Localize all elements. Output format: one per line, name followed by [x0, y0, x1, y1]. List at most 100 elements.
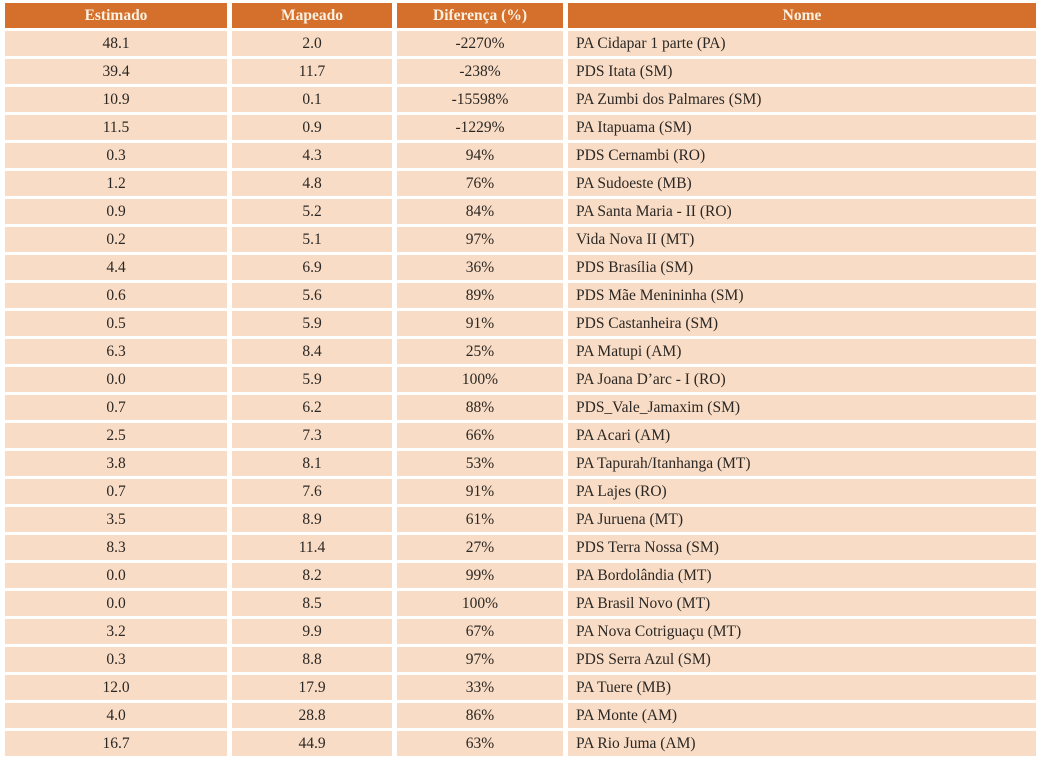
cell-nome: PA Monte (AM)	[568, 703, 1036, 728]
cell-nome: PA Matupi (AM)	[568, 339, 1036, 364]
cell-estimado: 3.5	[5, 507, 227, 532]
table-row: 3.5 8.9 61% PA Juruena (MT)	[5, 507, 1036, 532]
cell-estimado: 0.0	[5, 367, 227, 392]
cell-estimado: 10.9	[5, 87, 227, 112]
cell-mapeado: 28.8	[232, 703, 392, 728]
cell-estimado: 3.8	[5, 451, 227, 476]
cell-mapeado: 8.2	[232, 563, 392, 588]
cell-mapeado: 0.9	[232, 115, 392, 140]
table-row: 0.3 8.8 97% PDS Serra Azul (SM)	[5, 647, 1036, 672]
cell-mapeado: 44.9	[232, 731, 392, 756]
cell-nome: PDS Serra Azul (SM)	[568, 647, 1036, 672]
cell-nome: PA Rio Juma (AM)	[568, 731, 1036, 756]
table-row: 0.2 5.1 97% Vida Nova II (MT)	[5, 227, 1036, 252]
cell-mapeado: 8.4	[232, 339, 392, 364]
cell-mapeado: 4.3	[232, 143, 392, 168]
cell-mapeado: 0.1	[232, 87, 392, 112]
cell-estimado: 4.4	[5, 255, 227, 280]
cell-diferenca: 91%	[397, 479, 563, 504]
cell-nome: PA Cidapar 1 parte (PA)	[568, 31, 1036, 56]
table-row: 2.5 7.3 66% PA Acari (AM)	[5, 423, 1036, 448]
cell-diferenca: 89%	[397, 283, 563, 308]
cell-estimado: 1.2	[5, 171, 227, 196]
column-header-diferenca: Diferença (%)	[397, 3, 563, 28]
cell-nome: PA Sudoeste (MB)	[568, 171, 1036, 196]
cell-mapeado: 7.6	[232, 479, 392, 504]
cell-nome: PDS Itata (SM)	[568, 59, 1036, 84]
cell-estimado: 16.7	[5, 731, 227, 756]
cell-mapeado: 5.6	[232, 283, 392, 308]
cell-nome: PA Itapuama (SM)	[568, 115, 1036, 140]
cell-diferenca: 88%	[397, 395, 563, 420]
cell-estimado: 2.5	[5, 423, 227, 448]
cell-diferenca: -2270%	[397, 31, 563, 56]
column-header-estimado: Estimado	[5, 3, 227, 28]
table-row: 0.6 5.6 89% PDS Mãe Menininha (SM)	[5, 283, 1036, 308]
cell-diferenca: 27%	[397, 535, 563, 560]
table-row: 8.3 11.4 27% PDS Terra Nossa (SM)	[5, 535, 1036, 560]
cell-estimado: 0.0	[5, 591, 227, 616]
cell-nome: PA Zumbi dos Palmares (SM)	[568, 87, 1036, 112]
cell-nome: PA Santa Maria - II (RO)	[568, 199, 1036, 224]
cell-estimado: 48.1	[5, 31, 227, 56]
cell-estimado: 0.5	[5, 311, 227, 336]
column-header-mapeado: Mapeado	[232, 3, 392, 28]
cell-mapeado: 5.9	[232, 367, 392, 392]
table-row: 0.9 5.2 84% PA Santa Maria - II (RO)	[5, 199, 1036, 224]
cell-diferenca: 94%	[397, 143, 563, 168]
header-row: Estimado Mapeado Diferença (%) Nome	[5, 3, 1036, 28]
cell-mapeado: 17.9	[232, 675, 392, 700]
cell-estimado: 8.3	[5, 535, 227, 560]
cell-nome: PA Lajes (RO)	[568, 479, 1036, 504]
cell-diferenca: 97%	[397, 227, 563, 252]
cell-diferenca: 25%	[397, 339, 563, 364]
cell-mapeado: 5.2	[232, 199, 392, 224]
table-row: 12.0 17.9 33% PA Tuere (MB)	[5, 675, 1036, 700]
cell-diferenca: 66%	[397, 423, 563, 448]
cell-diferenca: -1229%	[397, 115, 563, 140]
table-row: 6.3 8.4 25% PA Matupi (AM)	[5, 339, 1036, 364]
cell-mapeado: 8.1	[232, 451, 392, 476]
cell-estimado: 12.0	[5, 675, 227, 700]
cell-nome: PA Bordolândia (MT)	[568, 563, 1036, 588]
column-header-nome: Nome	[568, 3, 1036, 28]
table-row: 4.4 6.9 36% PDS Brasília (SM)	[5, 255, 1036, 280]
cell-nome: PDS_Vale_Jamaxim (SM)	[568, 395, 1036, 420]
cell-nome: PDS Castanheira (SM)	[568, 311, 1036, 336]
table-row: 0.0 8.5 100% PA Brasil Novo (MT)	[5, 591, 1036, 616]
cell-diferenca: 86%	[397, 703, 563, 728]
cell-mapeado: 4.8	[232, 171, 392, 196]
table-row: 3.8 8.1 53% PA Tapurah/Itanhanga (MT)	[5, 451, 1036, 476]
cell-diferenca: 53%	[397, 451, 563, 476]
cell-estimado: 11.5	[5, 115, 227, 140]
cell-diferenca: 100%	[397, 367, 563, 392]
table-row: 0.0 5.9 100% PA Joana D’arc - I (RO)	[5, 367, 1036, 392]
table-row: 4.0 28.8 86% PA Monte (AM)	[5, 703, 1036, 728]
cell-nome: PA Juruena (MT)	[568, 507, 1036, 532]
cell-mapeado: 6.9	[232, 255, 392, 280]
table-row: 0.3 4.3 94% PDS Cernambi (RO)	[5, 143, 1036, 168]
table-row: 16.7 44.9 63% PA Rio Juma (AM)	[5, 731, 1036, 756]
cell-mapeado: 6.2	[232, 395, 392, 420]
cell-mapeado: 2.0	[232, 31, 392, 56]
cell-diferenca: 33%	[397, 675, 563, 700]
table-header: Estimado Mapeado Diferença (%) Nome	[5, 3, 1036, 28]
cell-estimado: 4.0	[5, 703, 227, 728]
cell-mapeado: 8.9	[232, 507, 392, 532]
cell-mapeado: 5.9	[232, 311, 392, 336]
cell-estimado: 6.3	[5, 339, 227, 364]
cell-diferenca: 99%	[397, 563, 563, 588]
cell-estimado: 0.9	[5, 199, 227, 224]
table-row: 39.4 11.7 -238% PDS Itata (SM)	[5, 59, 1036, 84]
cell-diferenca: 67%	[397, 619, 563, 644]
cell-estimado: 0.7	[5, 479, 227, 504]
cell-diferenca: 61%	[397, 507, 563, 532]
cell-nome: PA Tapurah/Itanhanga (MT)	[568, 451, 1036, 476]
cell-diferenca: 100%	[397, 591, 563, 616]
cell-diferenca: -238%	[397, 59, 563, 84]
cell-mapeado: 8.5	[232, 591, 392, 616]
cell-diferenca: 84%	[397, 199, 563, 224]
table-row: 10.9 0.1 -15598% PA Zumbi dos Palmares (SM)	[5, 87, 1036, 112]
cell-mapeado: 8.8	[232, 647, 392, 672]
cell-mapeado: 9.9	[232, 619, 392, 644]
